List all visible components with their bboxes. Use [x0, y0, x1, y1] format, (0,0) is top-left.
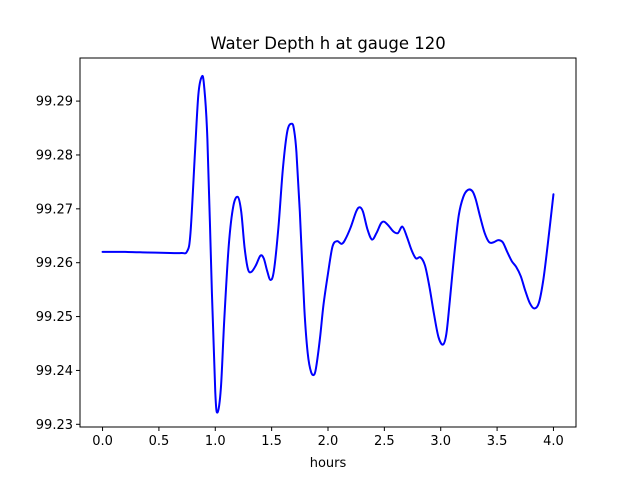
x-tick-label: 2.0	[318, 434, 339, 449]
y-tick-label: 99.28	[36, 148, 73, 163]
x-tick-label: 1.5	[261, 434, 282, 449]
y-tick-label: 99.25	[36, 310, 73, 325]
y-axis: 99.23 99.24 99.25 99.26 99.27 99.28 99.29	[36, 95, 80, 433]
x-tick-label: 4.0	[543, 434, 564, 449]
y-tick-label: 99.27	[36, 202, 73, 217]
y-tick-label: 99.23	[36, 418, 73, 433]
plot-area	[101, 74, 555, 414]
x-tick-label: 2.5	[374, 434, 395, 449]
y-tick-label: 99.26	[36, 256, 73, 271]
x-axis: 0.0 0.5 1.0 1.5 2.0 2.5 3.0 3.5 4.0	[92, 427, 564, 449]
y-tick-label: 99.24	[36, 364, 73, 379]
x-tick-label: 0.0	[92, 434, 113, 449]
y-tick-label: 99.29	[36, 95, 73, 110]
x-axis-label: hours	[310, 456, 347, 471]
chart-title: Water Depth h at gauge 120	[210, 34, 445, 53]
x-tick-label: 0.5	[149, 434, 170, 449]
x-tick-label: 3.0	[430, 434, 451, 449]
x-tick-label: 3.5	[487, 434, 508, 449]
x-tick-label: 1.0	[205, 434, 226, 449]
series-line-0	[101, 74, 555, 414]
